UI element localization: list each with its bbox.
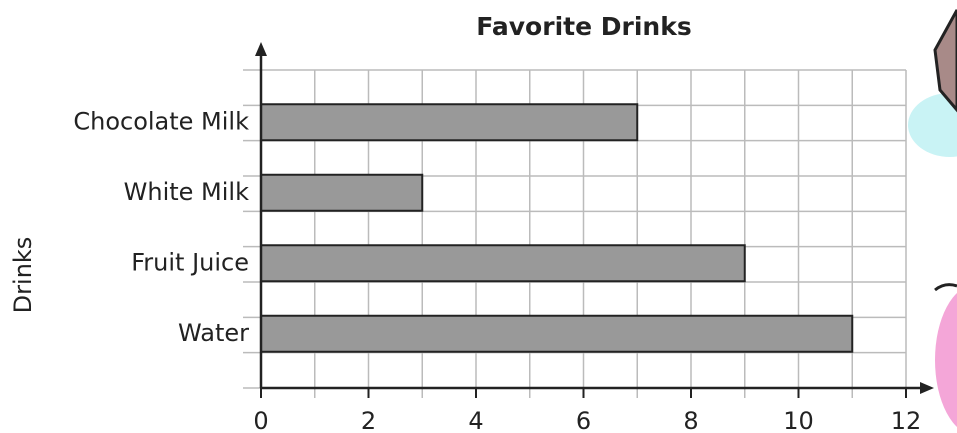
chart-title: Favorite Drinks (476, 12, 691, 41)
decor-stem (934, 283, 957, 292)
decor-cup (933, 9, 957, 113)
y-axis-label: Drinks (9, 237, 37, 314)
x-tick-label: 0 (253, 407, 268, 433)
x-tick-label: 10 (783, 407, 814, 433)
x-tick-label: 2 (361, 407, 376, 433)
x-tick-label: 6 (576, 407, 591, 433)
decoration (908, 9, 957, 427)
bar (260, 314, 854, 353)
decor-apple (935, 293, 957, 427)
x-axis-arrow (920, 382, 934, 394)
y-axis-arrow (255, 42, 267, 56)
x-tick-label: 12 (891, 407, 922, 433)
bar (260, 244, 746, 283)
bar (260, 103, 639, 142)
x-tick-label: 4 (468, 407, 483, 433)
y-tick-label: Fruit Juice (131, 248, 249, 276)
y-tick-label: Chocolate Milk (73, 107, 249, 135)
bar (260, 173, 424, 212)
y-tick-label: White Milk (124, 178, 249, 206)
y-tick-label: Water (178, 319, 249, 347)
decor-blob (908, 93, 957, 157)
x-tick-label: 8 (683, 407, 698, 433)
